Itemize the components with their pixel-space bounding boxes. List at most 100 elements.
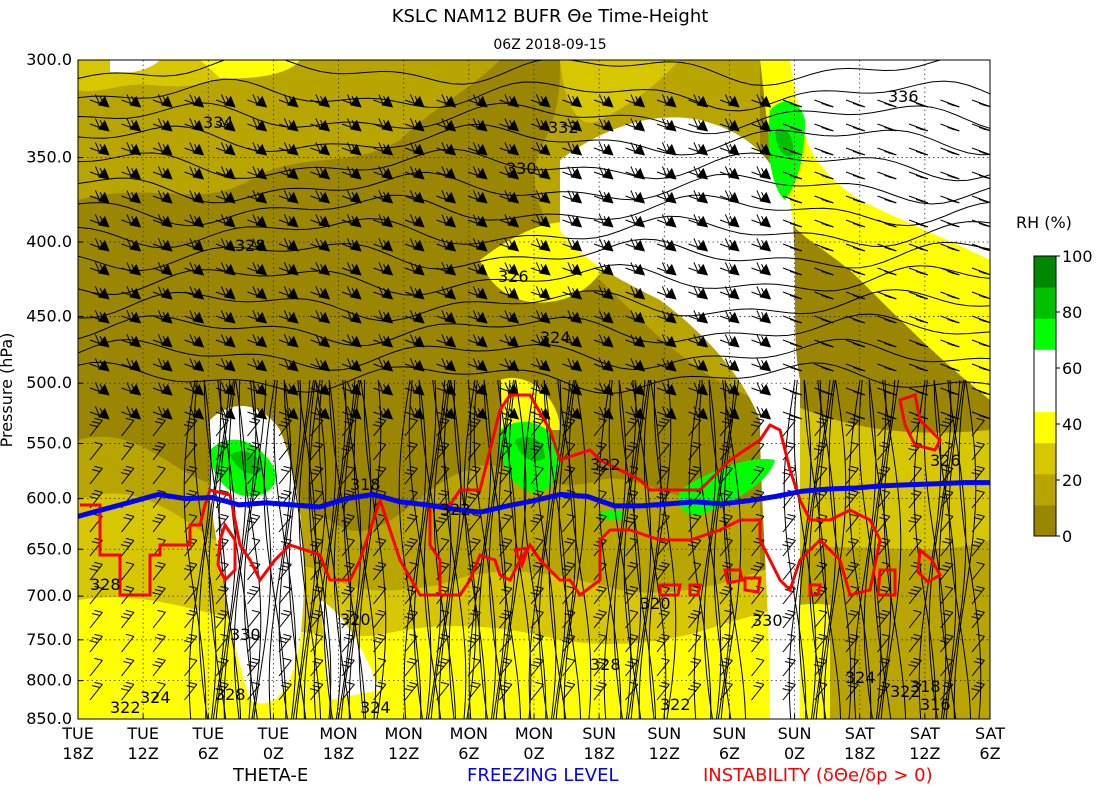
wind-barb [656, 609, 670, 629]
theta-e-contour [418, 379, 442, 719]
wind-barb [309, 465, 324, 485]
contour-label: 318 [910, 677, 941, 696]
wind-barb [751, 166, 772, 180]
theta-e-contour [548, 379, 571, 719]
wind-barb [247, 118, 268, 132]
wind-barb [877, 339, 897, 348]
wind-barb [814, 681, 828, 701]
theta-e-contour [638, 379, 662, 719]
instability-contour [808, 583, 822, 597]
wind-barb [845, 681, 859, 701]
wind-barb [814, 411, 834, 420]
theta-e-contour [938, 379, 961, 719]
theta-e-contour [333, 379, 356, 719]
wind-barb [467, 513, 481, 533]
theta-e-contour [188, 379, 212, 719]
colorbar-segment [1034, 349, 1056, 381]
wind-barb [530, 142, 551, 156]
wind-barb [436, 190, 457, 204]
wind-barb [215, 633, 229, 653]
wind-barb [341, 609, 355, 629]
wind-barb [467, 214, 488, 228]
wind-barb [782, 339, 802, 348]
wind-barb [593, 262, 614, 276]
legend-theta-e: THETA-E [233, 765, 309, 786]
wind-barb [121, 118, 142, 132]
wind-barb [310, 166, 331, 180]
wind-barb [656, 334, 677, 348]
wind-barb [121, 166, 142, 180]
wind-barb [404, 382, 425, 396]
wind-barb [120, 681, 135, 701]
theta-e-contour [498, 379, 522, 719]
wind-barb [940, 291, 960, 300]
contour-label: 324 [360, 698, 391, 717]
theta-e-contour [328, 379, 352, 719]
wind-barb [247, 214, 268, 228]
x-tick-day: TUE [126, 724, 159, 743]
wind-barb [814, 171, 834, 180]
wind-barb [719, 118, 740, 132]
y-tick-label: 700.0 [26, 586, 72, 605]
wind-barb [499, 166, 520, 180]
theta-e-contour [78, 313, 990, 347]
wind-barb [373, 657, 387, 677]
wind-barb [467, 657, 481, 677]
wind-barb [310, 142, 331, 156]
theta-e-contour [880, 379, 902, 719]
wind-barb [719, 286, 740, 300]
wind-barb [877, 99, 897, 108]
theta-e-contour [928, 379, 952, 719]
wind-barb [498, 609, 513, 629]
x-tick-hour: 18Z [583, 744, 614, 763]
wind-barb [625, 190, 646, 204]
contour-label: 320 [340, 610, 371, 629]
wind-barb [404, 441, 418, 461]
wind-barb [688, 286, 709, 300]
wind-barb [562, 609, 576, 629]
wind-barb [908, 147, 928, 156]
wind-barb [625, 537, 639, 557]
wind-barb [184, 310, 205, 324]
wind-barb [278, 633, 292, 653]
theta-e-contour [250, 379, 272, 719]
wind-barb [908, 537, 922, 557]
wind-barb [530, 657, 544, 677]
wind-barb [404, 537, 418, 557]
wind-barb [593, 681, 607, 701]
wind-barb [436, 334, 457, 348]
wind-barb [499, 238, 520, 252]
wind-barb [404, 513, 418, 533]
wind-barb [89, 609, 103, 629]
wind-barb [310, 310, 331, 324]
wind-barb [404, 238, 425, 252]
wind-barb [656, 406, 677, 420]
theta-e-contour [853, 379, 877, 719]
instability-contour [688, 583, 702, 597]
theta-e-contour [78, 215, 990, 249]
wind-barb [467, 94, 488, 108]
wind-barb [908, 267, 928, 276]
y-tick-label: 550.0 [26, 434, 72, 453]
wind-barb [562, 537, 576, 557]
wind-barb [625, 262, 646, 276]
contour-label: 336 [888, 87, 919, 106]
wind-barb [436, 94, 457, 108]
x-tick-day: SUN [582, 724, 616, 743]
colorbar-segment [1034, 473, 1056, 506]
theta-e-contour [818, 379, 842, 719]
x-tick-hour: 6Z [979, 744, 1000, 763]
wind-barb [467, 681, 481, 701]
x-tick-day: SAT [910, 724, 940, 743]
wind-barb [845, 633, 859, 653]
wind-barb [782, 513, 796, 533]
y-tick-label: 650.0 [26, 539, 72, 558]
y-tick-label: 500.0 [26, 373, 72, 392]
wind-barb [782, 243, 802, 252]
wind-barb [152, 513, 166, 533]
wind-barb [89, 166, 110, 180]
wind-barb [814, 363, 834, 372]
contour-label: 324 [140, 688, 171, 707]
wind-barb [499, 358, 520, 372]
wind-barb [499, 262, 520, 276]
